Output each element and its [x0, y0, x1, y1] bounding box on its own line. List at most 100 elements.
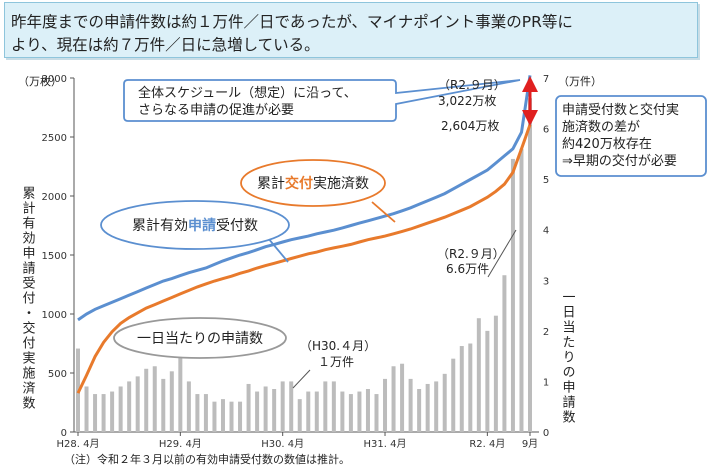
schedule-callout: 全体スケジュール（想定）に沿って、 さらなる申請の促進が必要	[123, 79, 521, 122]
r2-issued-label: 2,604万枚	[441, 118, 499, 133]
daily-bar	[476, 318, 481, 432]
daily-bar	[135, 376, 140, 432]
daily-bar	[127, 381, 132, 432]
daily-bar	[502, 275, 507, 432]
daily-callout-text: 一日当たりの申請数	[137, 331, 263, 347]
right-tick-label: 4	[543, 226, 549, 237]
daily-bar	[118, 386, 123, 432]
schedule-callout-line1: 全体スケジュール（想定）に沿って、	[138, 85, 357, 101]
left-tick-label: 1000	[42, 310, 67, 321]
daily-bar	[110, 391, 115, 432]
daily-bar	[485, 330, 490, 432]
gap-callout: 申請受付数と交付実 施済数の差が 約420万枚存在 ⇒早期の交付が必要	[555, 95, 707, 177]
daily-bar	[442, 373, 447, 432]
daily-bar	[451, 358, 456, 432]
daily-bar	[169, 371, 174, 432]
applications-callout: 累計有効申請受付数	[100, 200, 290, 263]
daily-bar	[255, 391, 260, 432]
daily-bar	[263, 386, 268, 432]
daily-bar	[417, 389, 422, 432]
right-tick-label: 3	[543, 276, 549, 287]
daily-bar	[331, 381, 336, 432]
issued-callout: 累計交付実施済数	[240, 159, 396, 223]
left-axis-unit: （万枚）	[18, 74, 62, 88]
daily-bar	[510, 158, 515, 432]
daily-bar	[272, 389, 277, 432]
daily-bar	[186, 381, 191, 432]
daily-bar	[144, 368, 149, 432]
daily-bar	[152, 366, 157, 432]
daily-bar	[519, 148, 524, 433]
daily-bar	[229, 401, 234, 432]
footnote: （注）令和２年３月以前の有効申請受付数の数値は推計。	[64, 452, 350, 466]
right-tick-label: 2	[543, 327, 549, 338]
daily-bar	[84, 386, 89, 432]
issued-line	[76, 124, 532, 394]
daily-bar	[212, 401, 217, 432]
x-tick-label: 9月	[522, 438, 538, 450]
applications-callout-text: 累計有効申請受付数	[132, 217, 258, 234]
x-tick-label: H28. 4月	[57, 438, 100, 450]
daily-bar	[434, 381, 439, 432]
daily-bar	[220, 399, 225, 432]
left-tick-label: 0	[61, 428, 67, 439]
daily-bar	[195, 394, 200, 432]
applications-line	[77, 75, 532, 322]
x-tick-label: R2. 4月	[469, 438, 505, 450]
daily-bar	[400, 363, 405, 432]
daily-bar	[238, 401, 243, 432]
daily-bar	[374, 394, 379, 432]
h30-label-line1: （H30.４月）	[300, 339, 376, 353]
daily-bar	[280, 381, 285, 432]
schedule-callout-line2: さらなる申請の促進が必要	[138, 103, 294, 118]
daily-bar	[93, 394, 98, 432]
x-tick-label: H30. 4月	[261, 438, 304, 450]
left-tick-label: 3000	[42, 74, 67, 85]
headline-box: 昨年度までの申請件数は約１万件／日であったが、マイナポイント事業のPR等に より…	[4, 2, 698, 58]
x-tick-label: H31. 4月	[364, 438, 407, 450]
daily-bar	[289, 381, 294, 432]
daily-bar	[246, 383, 251, 432]
daily-bar	[528, 98, 532, 432]
issued-callout-text: 累計交付実施済数	[257, 175, 369, 192]
daily-bar	[306, 391, 311, 432]
r2-daily-label-line1: （R2.９月）	[437, 247, 505, 261]
daily-bar	[493, 315, 498, 432]
right-tick-label: 7	[543, 74, 549, 85]
r2-total-label-line2: 3,022万枚	[438, 93, 496, 108]
h30-pointer	[292, 369, 311, 389]
daily-bar	[178, 353, 183, 432]
gap-callout-line4: ⇒早期の交付が必要	[562, 153, 677, 169]
left-tick-label: 2000	[42, 192, 67, 203]
left-tick-label: 2500	[42, 133, 67, 144]
daily-bar	[203, 394, 208, 432]
left-tick-label: 1500	[42, 251, 67, 262]
right-tick-label: 6	[543, 125, 549, 136]
daily-bar	[357, 391, 362, 432]
right-tick-label: 1	[543, 377, 549, 388]
gap-callout-line1: 申請受付数と交付実	[562, 102, 679, 118]
daily-callout: 一日当たりの申請数	[113, 317, 287, 359]
daily-bar	[425, 383, 430, 432]
right-tick-label: 5	[543, 175, 549, 186]
right-tick-label: 0	[543, 428, 549, 439]
daily-bar	[383, 378, 388, 432]
daily-bar	[391, 366, 396, 432]
headline-line-2: より、現在は約７万件／日に急増している。	[11, 36, 320, 54]
daily-bar	[101, 394, 106, 432]
right-axis-title: 一日当たりの申請数	[560, 290, 576, 425]
h30-label-line2: １万件	[318, 355, 354, 369]
daily-bar	[340, 391, 345, 432]
daily-bar	[314, 391, 319, 432]
r2-daily-label-line2: 6.6万件	[446, 262, 489, 276]
left-axis-title: 累計有効申請受付・交付実施済数	[20, 186, 36, 411]
left-tick-label: 500	[48, 369, 67, 380]
daily-bar	[348, 394, 353, 432]
right-axis-unit: （万件）	[558, 75, 602, 88]
gap-callout-line2: 施済数の差が	[562, 119, 640, 135]
daily-bar	[161, 378, 166, 432]
daily-bar	[297, 399, 302, 432]
daily-bar	[365, 389, 370, 432]
x-tick-label: H29. 4月	[159, 438, 202, 450]
